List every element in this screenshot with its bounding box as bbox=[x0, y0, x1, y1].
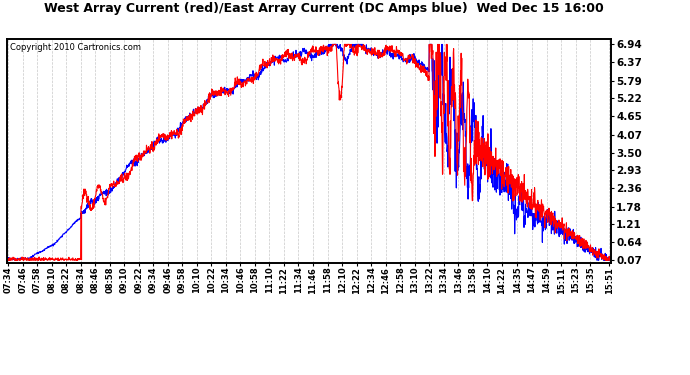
Text: Copyright 2010 Cartronics.com: Copyright 2010 Cartronics.com bbox=[10, 43, 141, 52]
Text: West Array Current (red)/East Array Current (DC Amps blue)  Wed Dec 15 16:00: West Array Current (red)/East Array Curr… bbox=[44, 2, 604, 15]
